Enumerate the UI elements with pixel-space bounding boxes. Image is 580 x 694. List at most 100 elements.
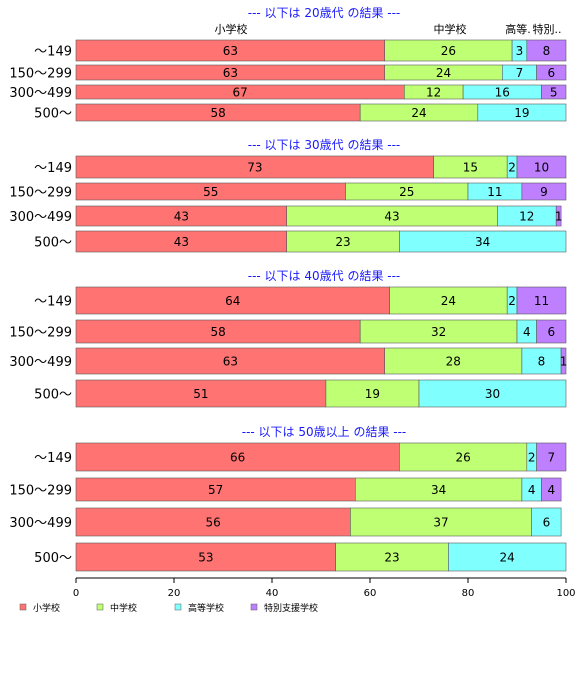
data-label: 11 — [487, 185, 502, 199]
category-label: 500～ — [34, 107, 72, 122]
data-label: 63 — [223, 355, 238, 369]
category-label: ～149 — [34, 451, 72, 466]
bar-segment — [536, 442, 567, 472]
bar-row: 500～ 51 19 30 — [34, 379, 567, 408]
legend-item: 高等学校 — [174, 602, 224, 614]
data-label: 43 — [174, 235, 189, 249]
data-label: 9 — [540, 185, 548, 199]
bar-row: 300～499 63 28 8 1 — [9, 347, 567, 375]
bar-row: 150～299 58 32 4 6 — [9, 319, 567, 344]
category-label: 500～ — [34, 388, 72, 403]
data-label: 34 — [431, 483, 446, 497]
data-label: 28 — [446, 355, 461, 369]
bar-segment — [418, 379, 567, 408]
bar-segment — [516, 286, 567, 315]
category-label: ～149 — [34, 295, 72, 310]
legend-label: 中学校 — [110, 602, 137, 614]
x-tick-label: 20 — [168, 588, 181, 599]
bar-row: 300～499 56 37 6 — [9, 507, 562, 537]
data-label: 56 — [206, 516, 221, 530]
column-header: 高等. — [505, 22, 531, 36]
x-tick-label: 100 — [556, 588, 575, 599]
legend-swatch — [19, 603, 27, 611]
category-label: 150～299 — [9, 186, 72, 201]
bar-segment — [541, 477, 562, 502]
data-label: 58 — [210, 106, 225, 120]
legend-item: 中学校 — [96, 602, 137, 614]
data-label: 6 — [547, 66, 555, 80]
data-label: 30 — [485, 387, 500, 401]
category-label: ～149 — [34, 45, 72, 60]
legend-item: 小学校 — [19, 602, 60, 614]
category-label: 300～499 — [9, 516, 72, 531]
data-label: 11 — [534, 294, 549, 308]
data-label: 23 — [384, 551, 399, 565]
bar-segment — [516, 155, 567, 179]
x-tick-label: 80 — [462, 588, 475, 599]
legend-label: 特別支援学校 — [264, 602, 318, 614]
bar-segment — [335, 542, 449, 572]
data-label: 12 — [426, 86, 441, 100]
x-tick-label: 0 — [73, 588, 79, 599]
bar-segment — [75, 347, 386, 375]
column-headers: 小学校 中学校 高等. 特別.. — [215, 22, 562, 36]
bar-segment — [448, 542, 567, 572]
data-label: 16 — [495, 86, 510, 100]
data-label: 7 — [547, 451, 555, 465]
legend: 小学校 中学校 高等学校 特別支援学校 — [19, 602, 318, 614]
data-label: 34 — [475, 235, 490, 249]
data-label: 63 — [223, 44, 238, 58]
bar-row: ～149 66 26 2 7 — [34, 442, 567, 472]
legend-swatch — [174, 603, 182, 611]
data-label: 4 — [528, 483, 536, 497]
data-label: 64 — [225, 294, 240, 308]
data-label: 24 — [500, 551, 515, 565]
data-label: 58 — [210, 325, 225, 339]
bar-row: 150～299 63 24 7 6 — [9, 64, 567, 82]
bar-row: 300～499 43 43 12 1 — [9, 205, 562, 227]
panel-title: --- 以下は 40歳代 の結果 --- — [248, 269, 401, 283]
x-tick-label: 60 — [364, 588, 377, 599]
bar-segment — [399, 230, 567, 253]
bar-segment — [526, 39, 567, 62]
data-label: 63 — [223, 66, 238, 80]
legend-swatch — [96, 603, 104, 611]
panel-title: --- 以下は 50歳以上 の結果 --- — [242, 425, 407, 439]
data-label: 24 — [411, 106, 426, 120]
legend-item: 特別支援学校 — [250, 602, 318, 614]
column-header: 小学校 — [215, 22, 248, 36]
data-label: 55 — [203, 185, 218, 199]
category-label: 300～499 — [9, 355, 72, 370]
bar-segment — [555, 205, 562, 227]
bar-segment — [75, 507, 351, 537]
data-label: 67 — [233, 86, 248, 100]
bar-row: 300～499 67 12 16 5 — [9, 84, 567, 101]
bar-row: ～149 63 26 3 8 — [34, 39, 567, 62]
data-label: 66 — [230, 451, 245, 465]
data-label: 2 — [508, 294, 516, 308]
legend-label: 小学校 — [33, 602, 60, 614]
bar-segment — [521, 182, 567, 201]
category-label: 150～299 — [9, 326, 72, 341]
category-label: 150～299 — [9, 67, 72, 82]
panel-1: --- 以下は 20歳代 の結果 --- ～149 63 26 3 8 150～299 63 2… — [9, 6, 567, 122]
legend-swatch — [250, 603, 258, 611]
data-label: 19 — [514, 106, 529, 120]
bar-row: 500～ 43 23 34 — [34, 230, 567, 253]
data-label: 43 — [174, 210, 189, 224]
bar-segment — [75, 442, 400, 472]
bar-segment — [75, 542, 337, 572]
data-label: 3 — [516, 44, 524, 58]
data-label: 43 — [384, 210, 399, 224]
category-label: 150～299 — [9, 484, 72, 499]
data-label: 5 — [550, 86, 558, 100]
data-label: 2 — [528, 451, 536, 465]
data-label: 26 — [441, 44, 456, 58]
panel-4: --- 以下は 50歳以上 の結果 --- ～149 66 26 2 7 150～299 57… — [9, 425, 567, 572]
bar-segment — [325, 379, 420, 408]
data-label: 25 — [399, 185, 414, 199]
category-label: ～149 — [34, 161, 72, 176]
